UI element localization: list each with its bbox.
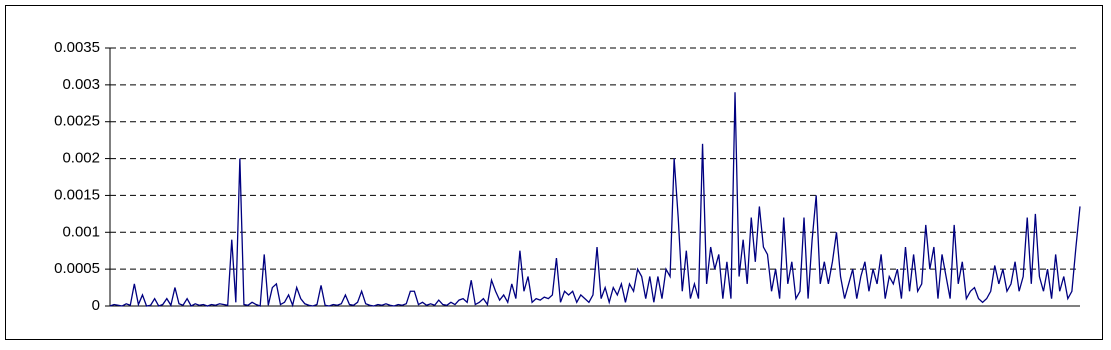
chart-border: [5, 5, 1103, 340]
y-tick-label: 0.002: [62, 150, 100, 167]
data-line: [109, 92, 1081, 308]
y-tick-label: 0: [92, 297, 100, 314]
y-tick-label: 0.003: [62, 76, 100, 93]
y-tick-label: 0.0035: [54, 39, 100, 56]
y-tick-label: 0.0005: [54, 260, 100, 277]
y-tick-label: 0.0025: [54, 113, 100, 130]
y-tick-label: 0.0015: [54, 186, 100, 203]
y-tick-label: 0.001: [62, 223, 100, 240]
